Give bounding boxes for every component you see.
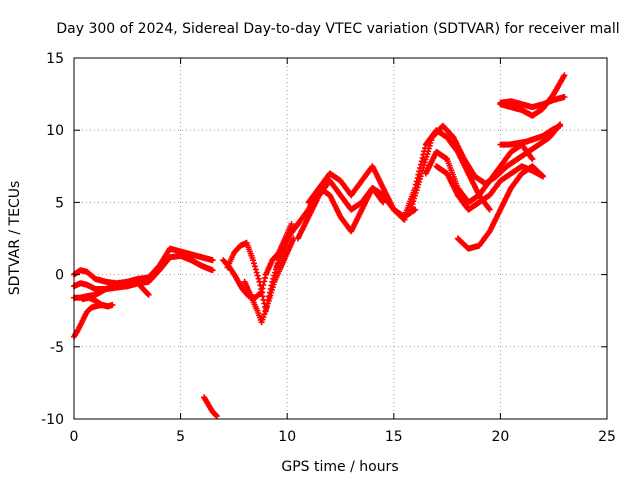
data-point-markers (433, 163, 546, 213)
series-track-k (305, 185, 387, 235)
data-point-markers (201, 394, 220, 420)
x-tick-label: 25 (598, 429, 616, 445)
data-marks (71, 72, 568, 420)
y-tick-label: -5 (50, 340, 64, 356)
x-tick-label: 15 (385, 429, 403, 445)
data-point-markers (79, 294, 112, 310)
series-track-o (433, 163, 546, 213)
y-tick-label: 5 (55, 195, 64, 211)
x-tick-label: 20 (491, 429, 509, 445)
data-point-markers (454, 163, 546, 252)
y-tick-label: 0 (55, 268, 64, 284)
y-tick-label: 10 (46, 123, 64, 139)
series-track-e (79, 294, 112, 310)
data-point-markers (497, 122, 564, 148)
axis-ticks: 0 5 10 15 20 25 -10 -5 0 5 10 15 (41, 51, 616, 445)
series-track-h (241, 235, 297, 326)
series-track-r (497, 72, 568, 119)
x-tick-label: 0 (70, 429, 79, 445)
grid (74, 58, 607, 419)
data-point-markers (497, 72, 568, 119)
data-point-markers (422, 141, 536, 206)
series-track-n (422, 141, 536, 206)
series-track-p (454, 163, 546, 252)
y-tick-label: 15 (46, 51, 64, 67)
x-tick-label: 5 (176, 429, 185, 445)
chart-title: Day 300 of 2024, Sidereal Day-to-day VTE… (56, 21, 619, 37)
series-isolated (201, 394, 220, 420)
series-track-s (497, 122, 564, 148)
y-axis-label: SDTVAR / TECUs (7, 181, 23, 296)
data-point-markers (273, 163, 419, 271)
x-axis-label: GPS time / hours (281, 459, 398, 475)
data-point-markers (305, 185, 387, 235)
series-track-i (273, 163, 419, 271)
plot-frame (73, 57, 608, 420)
y-tick-label: -10 (41, 412, 64, 428)
x-tick-label: 10 (278, 429, 296, 445)
data-point-markers (241, 235, 297, 326)
